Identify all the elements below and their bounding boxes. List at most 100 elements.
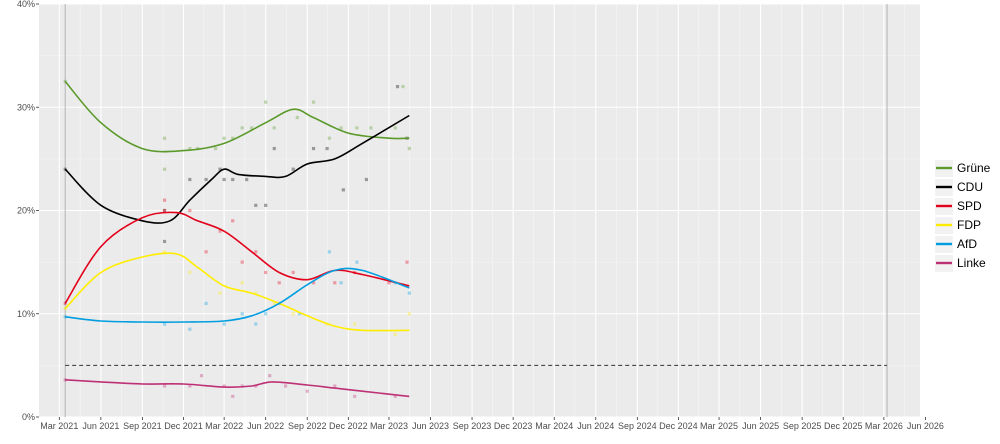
poll-point-grüne bbox=[401, 85, 405, 89]
poll-point-afd bbox=[407, 291, 411, 295]
poll-point-cdu bbox=[341, 188, 345, 192]
poll-point-spd bbox=[333, 281, 337, 285]
poll-point-linke bbox=[162, 384, 167, 388]
y-tick-label: 10% bbox=[17, 309, 35, 319]
poll-point-cdu bbox=[395, 85, 400, 89]
poll-point-cdu bbox=[311, 146, 316, 151]
major-grid bbox=[39, 3, 926, 418]
poll-point-linke bbox=[353, 394, 357, 398]
poll-point-spd bbox=[204, 250, 208, 254]
poll-point-linke bbox=[305, 389, 309, 393]
x-tick-label: Jun 2021 bbox=[82, 421, 119, 431]
poll-point-spd bbox=[264, 270, 268, 275]
poll-point-grüne bbox=[369, 126, 373, 130]
x-tick-label: Dec 2023 bbox=[494, 421, 533, 431]
poll-point-fdp bbox=[254, 291, 258, 295]
poll-point-afd bbox=[240, 312, 244, 316]
poll-point-fdp bbox=[162, 250, 167, 254]
poll-point-cdu bbox=[231, 177, 235, 182]
poll-point-cdu bbox=[272, 146, 276, 151]
poll-point-afd bbox=[355, 260, 359, 264]
poll-point-cdu bbox=[162, 208, 167, 213]
poll-point-spd bbox=[162, 198, 167, 202]
poll-point-fdp bbox=[407, 312, 411, 316]
poll-point-spd bbox=[218, 229, 222, 233]
poll-point-grüne bbox=[213, 146, 218, 151]
x-tick-label: Dec 2024 bbox=[659, 421, 698, 431]
series-line-afd bbox=[65, 267, 410, 323]
poll-point-cdu bbox=[325, 146, 329, 151]
poll-point-fdp bbox=[291, 312, 295, 316]
poll-point-fdp bbox=[188, 270, 192, 275]
legend-label-spd: SPD bbox=[957, 199, 982, 213]
poll-point-spd bbox=[231, 219, 235, 223]
series-line-linke bbox=[65, 379, 410, 398]
poll-point-cdu bbox=[245, 177, 249, 182]
legend-label-linke: Linke bbox=[957, 256, 986, 270]
y-tick-label: 30% bbox=[17, 102, 35, 112]
poll-point-linke bbox=[268, 374, 272, 378]
x-tick-label: Mar 2021 bbox=[40, 421, 78, 431]
poll-point-linke bbox=[393, 394, 397, 398]
poll-point-linke bbox=[63, 378, 67, 382]
x-tick-label: Dec 2022 bbox=[329, 421, 368, 431]
poll-point-spd bbox=[240, 260, 244, 264]
poll-point-afd bbox=[222, 322, 226, 326]
poll-point-cdu bbox=[204, 177, 208, 182]
poll-point-spd bbox=[311, 281, 316, 285]
poll-point-fdp bbox=[393, 332, 397, 336]
poll-point-cdu bbox=[222, 177, 226, 182]
poll-point-grüne bbox=[231, 136, 235, 140]
poll-point-spd bbox=[277, 281, 281, 285]
x-axis: Mar 2021 Jun 2021 Sep 2021 Dec 2021 Mar 2022… bbox=[40, 417, 944, 431]
poll-point-afd bbox=[204, 301, 208, 306]
y-axis: 0% 10% 20% 30% 40% bbox=[17, 0, 39, 422]
poll-point-cdu bbox=[162, 239, 167, 244]
poll-point-linke bbox=[333, 384, 337, 388]
poll-point-linke bbox=[283, 384, 288, 388]
poll-point-spd bbox=[63, 301, 67, 306]
poll-point-grüne bbox=[355, 126, 359, 130]
poll-point-cdu bbox=[264, 203, 268, 207]
poll-point-afd bbox=[63, 315, 67, 319]
x-tick-label: Mar 2023 bbox=[370, 421, 408, 431]
poll-point-grüne bbox=[240, 126, 244, 130]
poll-point-grüne bbox=[393, 126, 397, 130]
poll-point-afd bbox=[254, 322, 258, 326]
poll-point-afd bbox=[297, 312, 302, 316]
poll-point-grüne bbox=[188, 146, 192, 151]
election-lines bbox=[64, 4, 888, 417]
x-tick-label: Jun 2025 bbox=[742, 421, 779, 431]
series-line-cdu bbox=[64, 114, 410, 224]
x-tick-label: Sep 2021 bbox=[123, 421, 162, 431]
legend-label-afd: AfD bbox=[957, 237, 977, 251]
poll-point-afd bbox=[188, 327, 192, 331]
legend-label-cdu: CDU bbox=[957, 180, 983, 194]
poll-point-grüne bbox=[162, 167, 167, 171]
x-tick-label: Jun 2024 bbox=[577, 421, 614, 431]
x-tick-label: Jun 2023 bbox=[412, 421, 449, 431]
poll-point-spd bbox=[405, 260, 409, 264]
x-tick-label: Dec 2021 bbox=[164, 421, 203, 431]
poll-point-spd bbox=[162, 208, 167, 213]
x-tick-label: Mar 2026 bbox=[865, 421, 903, 431]
x-tick-label: Mar 2022 bbox=[205, 421, 243, 431]
poll-point-fdp bbox=[240, 281, 244, 285]
series-line-grüne bbox=[64, 80, 410, 153]
trend-lines bbox=[64, 80, 410, 398]
poll-point-grüne bbox=[339, 126, 343, 130]
poll-point-afd bbox=[327, 250, 331, 254]
poll-point-spd bbox=[188, 208, 192, 213]
poll-point-grüne bbox=[222, 136, 226, 140]
poll-point-grüne bbox=[162, 136, 167, 140]
poll-point-grüne bbox=[311, 100, 316, 104]
x-tick-label: Mar 2024 bbox=[535, 421, 573, 431]
x-tick-label: Mar 2025 bbox=[700, 421, 738, 431]
x-tick-label: Sep 2023 bbox=[453, 421, 492, 431]
poll-point-afd bbox=[339, 281, 343, 285]
poll-point-spd bbox=[254, 250, 258, 254]
poll-point-afd bbox=[162, 322, 167, 326]
poll-point-fdp bbox=[353, 322, 357, 326]
y-tick-label: 40% bbox=[17, 0, 35, 9]
poll-point-linke bbox=[188, 384, 192, 388]
